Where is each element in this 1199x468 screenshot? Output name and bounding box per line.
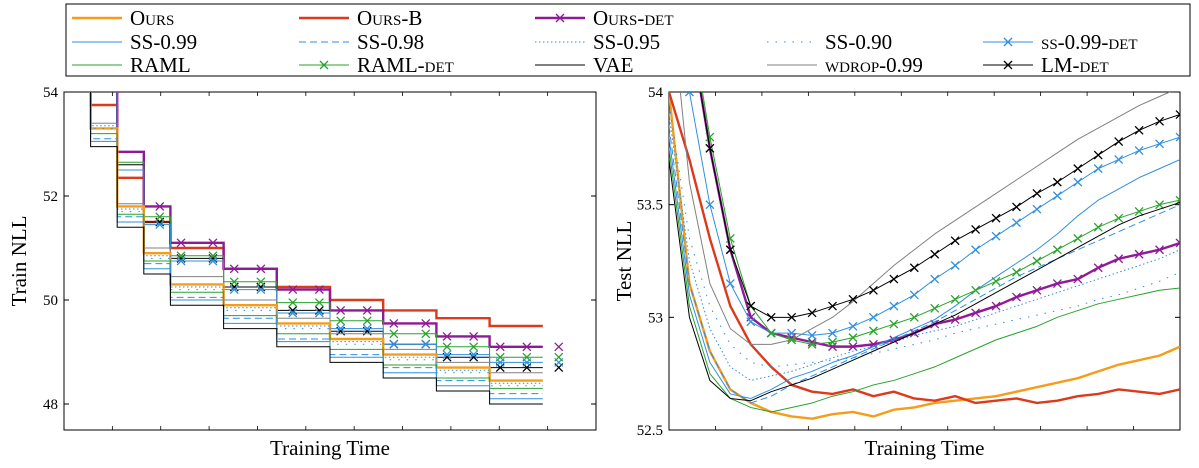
legend-label: wdrop-0.99 <box>825 53 923 77</box>
test-marker-ss-0-99-det <box>910 291 918 299</box>
test-marker-raml-det <box>931 304 939 312</box>
legend-label: Ours <box>130 6 174 30</box>
test-marker-ss-0-99-det <box>1012 219 1020 227</box>
legend-label: VAE <box>593 53 633 77</box>
test-series-raml <box>669 148 1180 412</box>
test-marker-ss-0-99-det <box>1074 178 1082 186</box>
test-marker-lm-det <box>951 237 959 245</box>
test-marker-lm-det <box>910 264 918 272</box>
legend-label: SS-0.95 <box>593 30 660 54</box>
train-nll-chart: 48 50 52 54 Training Time Train NLL <box>7 14 596 460</box>
test-marker-raml-det <box>869 327 877 335</box>
test-marker-lm-det <box>1135 126 1143 134</box>
test-marker-raml-det <box>992 277 1000 285</box>
test-marker-lm-det <box>890 275 898 283</box>
test-marker-lm-det <box>1012 203 1020 211</box>
test-marker-raml-det <box>1074 234 1082 242</box>
test-marker-lm-det <box>1094 151 1102 159</box>
test-marker-ss-0-99-det <box>890 302 898 310</box>
test-marker-raml-det <box>849 334 857 342</box>
test-marker-lm-det <box>931 250 939 258</box>
test-marker-ss-0-99-det <box>849 322 857 330</box>
legend: Ours Ours-B Ours-det SS-0.99 SS-0.98 SS-0.95 S… <box>66 4 1190 77</box>
test-marker-ss-0-99-det <box>992 232 1000 240</box>
test-marker-ss-0-99-det <box>726 280 734 288</box>
test-marker-ss-0-99-det <box>1033 205 1041 213</box>
test-marker-ss-0-99-det <box>972 246 980 254</box>
legend-label: LM-det <box>1041 53 1109 77</box>
legend-label: RAML <box>130 53 191 77</box>
test-series-ours <box>669 92 1180 419</box>
test-series-ours-b <box>669 92 1180 403</box>
test-series-ss-0-99 <box>669 137 1180 398</box>
test-marker-raml-det <box>890 320 898 328</box>
test-marker-raml-det <box>1135 207 1143 215</box>
y-tick-label: 53.5 <box>637 198 663 214</box>
test-marker-lm-det <box>829 302 837 310</box>
y-tick-label: 50 <box>43 293 58 309</box>
test-marker-raml-det <box>1033 257 1041 265</box>
test-marker-raml-det <box>1115 214 1123 222</box>
y-tick-label: 52 <box>43 189 58 205</box>
test-marker-ss-0-99-det <box>1053 192 1061 200</box>
legend-label: RAML-det <box>357 53 454 77</box>
y-axis-label: Test NLL <box>612 221 636 302</box>
test-marker-ss-0-99-det <box>1115 156 1123 164</box>
legend-label: Ours-det <box>593 6 674 30</box>
test-marker-raml-det <box>972 286 980 294</box>
y-tick-label: 53 <box>648 310 663 326</box>
x-axis-label: Training Time <box>864 436 984 460</box>
y-tick-label: 48 <box>43 397 58 413</box>
test-marker-raml-det <box>951 295 959 303</box>
legend-label: SS-0.90 <box>825 30 892 54</box>
test-marker-ss-0-99-det <box>869 313 877 321</box>
x-axis-label: Training Time <box>270 436 390 460</box>
test-marker-ss-0-99-det <box>1156 140 1164 148</box>
legend-label: SS-0.99 <box>130 30 197 54</box>
test-marker-ss-0-99-det <box>951 262 959 270</box>
test-marker-lm-det <box>992 214 1000 222</box>
train-marker-ss-0-99-det <box>555 358 563 366</box>
y-tick-label: 54 <box>648 85 664 101</box>
y-tick-label: 54 <box>43 85 59 101</box>
legend-label: ss-0.99-det <box>1041 30 1138 54</box>
test-marker-raml-det <box>1094 223 1102 231</box>
legend-label: Ours-B <box>357 6 422 30</box>
train-marker-ours-det <box>555 343 563 351</box>
test-marker-ss-0-99-det <box>1135 147 1143 155</box>
test-marker-lm-det <box>1074 165 1082 173</box>
test-marker-raml-det <box>910 313 918 321</box>
test-marker-lm-det <box>808 309 816 317</box>
test-marker-lm-det <box>1053 178 1061 186</box>
test-marker-lm-det <box>1033 189 1041 197</box>
test-series-vae <box>669 160 1180 401</box>
test-marker-lm-det <box>1156 117 1164 125</box>
test-marker-lm-det <box>972 225 980 233</box>
test-marker-lm-det <box>1115 138 1123 146</box>
test-marker-raml-det <box>1053 246 1061 254</box>
y-axis-label: Train NLL <box>7 216 31 307</box>
test-marker-raml-det <box>1012 268 1020 276</box>
test-marker-ss-0-99-det <box>931 275 939 283</box>
y-tick-label: 52.5 <box>637 423 663 439</box>
test-marker-ss-0-99-det <box>1094 165 1102 173</box>
test-marker-lm-det <box>869 286 877 294</box>
test-marker-ss-0-99-det <box>747 318 755 326</box>
legend-label: SS-0.98 <box>357 30 424 54</box>
test-marker-raml-det <box>1156 201 1164 209</box>
